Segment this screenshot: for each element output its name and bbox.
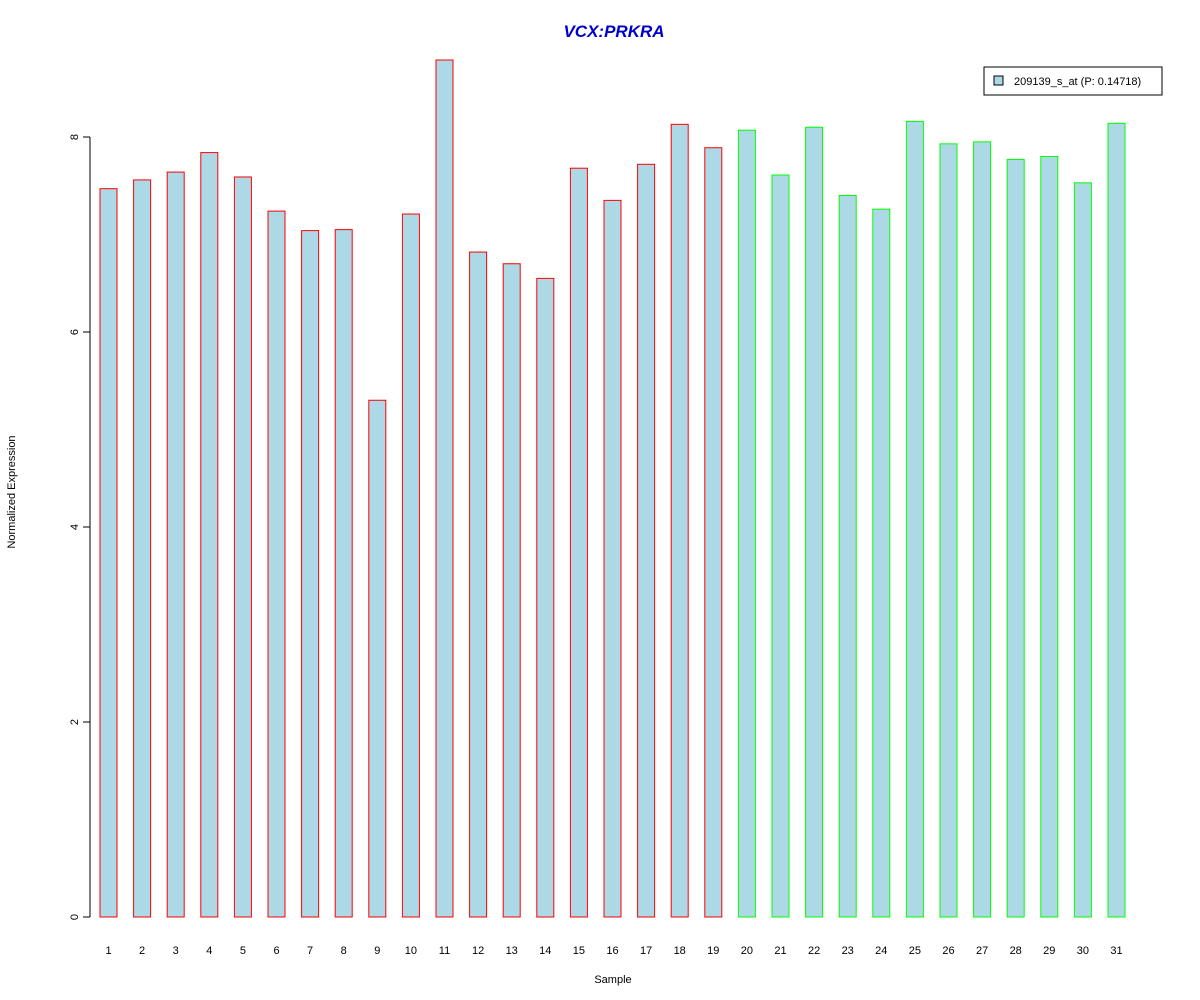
y-tick-label: 6: [69, 329, 81, 335]
bars-group: [99, 59, 1126, 918]
x-tick-label: 16: [606, 945, 618, 957]
x-tick-label: 11: [439, 945, 450, 957]
bar: [133, 179, 152, 918]
bar: [368, 399, 387, 918]
x-tick-label: 12: [472, 945, 484, 957]
bar: [301, 230, 320, 918]
bar: [99, 188, 118, 918]
x-tick-label: 5: [240, 945, 246, 957]
y-tick-label: 8: [69, 134, 81, 140]
x-tick-label: 10: [405, 945, 417, 957]
x-tick-label: 6: [273, 945, 279, 957]
x-tick-label: 14: [539, 945, 551, 957]
bar: [704, 147, 723, 918]
bar: [603, 199, 622, 918]
bar: [502, 263, 521, 918]
x-tick-label: 4: [206, 945, 212, 957]
bar: [805, 126, 824, 918]
bar: [838, 195, 857, 918]
x-tick-label: 9: [374, 945, 380, 957]
bar: [637, 163, 656, 918]
bar: [771, 174, 790, 918]
x-tick-label: 26: [942, 945, 954, 957]
bar: [469, 251, 488, 918]
x-axis-label: Sample: [594, 974, 631, 986]
bar: [200, 152, 219, 918]
bar: [435, 59, 454, 918]
bar: [872, 208, 891, 918]
x-tick-label: 18: [674, 945, 686, 957]
x-tick-label: 19: [707, 945, 719, 957]
bar: [939, 143, 958, 918]
chart-title: VCX:PRKRA: [563, 22, 664, 41]
bar: [973, 141, 992, 918]
y-axis-label: Normalized Expression: [6, 435, 18, 548]
bar: [670, 123, 689, 918]
x-tick-label: 28: [1010, 945, 1022, 957]
x-tick-label: 21: [774, 945, 786, 957]
bar: [905, 120, 924, 918]
legend-swatch: [993, 75, 1004, 86]
y-tick-label: 2: [69, 719, 81, 725]
bar: [1073, 182, 1092, 918]
x-tick-label: 7: [307, 945, 313, 957]
x-tick-label: 22: [808, 945, 820, 957]
bar: [536, 277, 555, 918]
y-tick-label: 0: [69, 914, 81, 920]
y-axis: 0 2 4 6 8: [69, 134, 91, 920]
bar: [1040, 156, 1059, 918]
bar: [737, 129, 756, 918]
x-tick-label: 1: [105, 945, 111, 957]
x-tick-label: 30: [1077, 945, 1089, 957]
x-tick-label: 2: [139, 945, 145, 957]
legend: 209139_s_at (P: 0.14718): [983, 66, 1163, 96]
x-tick-label: 25: [909, 945, 921, 957]
bar: [267, 210, 286, 918]
x-tick-label: 8: [341, 945, 347, 957]
x-tick-label: 23: [842, 945, 854, 957]
x-tick-label: 17: [640, 945, 652, 957]
x-tick-label: 15: [573, 945, 585, 957]
legend-label: 209139_s_at (P: 0.14718): [1014, 76, 1141, 88]
bar: [569, 167, 588, 918]
x-tick-label: 29: [1043, 945, 1055, 957]
x-tick-label: 24: [875, 945, 887, 957]
x-tick-label: 27: [976, 945, 988, 957]
x-tick-labels: 1 2 3 4 5 6 7 8 9 10 11 12 13 14 15 16 17 18 19 20 21 22 23 24 2…: [105, 945, 1122, 957]
y-tick-label: 4: [69, 524, 81, 530]
bar: [1107, 122, 1126, 918]
legend-box: [983, 66, 1163, 96]
x-tick-label: 20: [741, 945, 753, 957]
x-tick-label: 13: [506, 945, 518, 957]
bar: [166, 171, 185, 918]
bar: [401, 213, 420, 918]
bar: [233, 176, 252, 918]
bar: [334, 229, 353, 918]
x-tick-label: 31: [1110, 945, 1122, 957]
x-tick-label: 3: [173, 945, 179, 957]
bar: [1006, 158, 1025, 918]
